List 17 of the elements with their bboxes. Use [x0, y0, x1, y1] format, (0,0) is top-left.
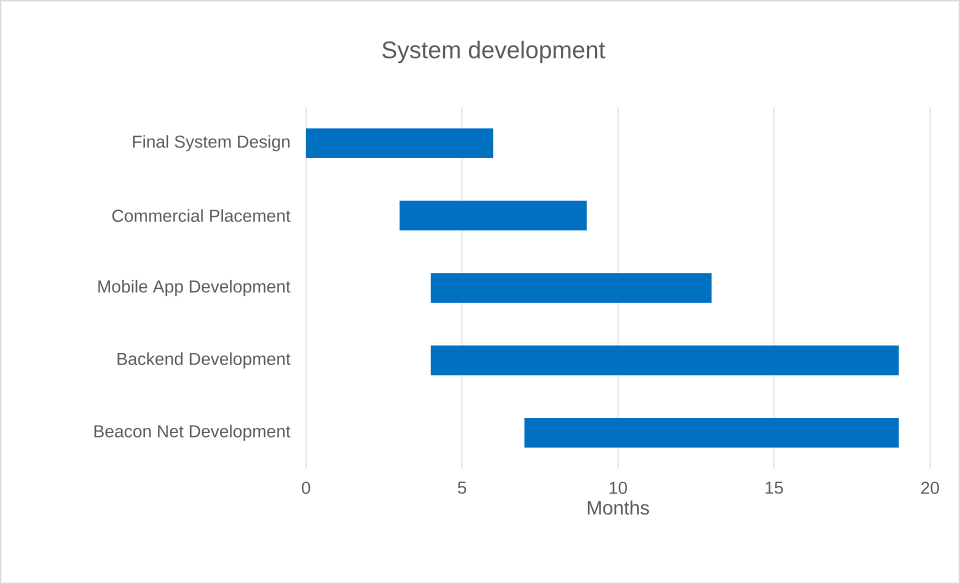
- x-tick-label: 0: [302, 482, 310, 494]
- y-tick-label: Mobile App Development: [98, 280, 290, 296]
- y-tick-label: Backend Development: [118, 352, 290, 368]
- x-tick-label: 10: [610, 482, 627, 494]
- x-axis-title: Months: [588, 500, 649, 515]
- bar: [306, 128, 494, 158]
- y-tick-label: Final System Design: [133, 135, 290, 152]
- bar: [400, 200, 587, 230]
- y-tick-label: Commercial Placement: [112, 209, 290, 222]
- x-tick-label: 15: [766, 482, 783, 494]
- bar: [524, 418, 899, 448]
- x-tick-label: 20: [921, 482, 939, 494]
- bar: [430, 346, 899, 376]
- bar: [430, 273, 712, 303]
- chart-title: System development: [382, 40, 606, 64]
- x-tick-label: 5: [458, 482, 466, 494]
- y-tick-label: Beacon Net Development: [94, 424, 290, 441]
